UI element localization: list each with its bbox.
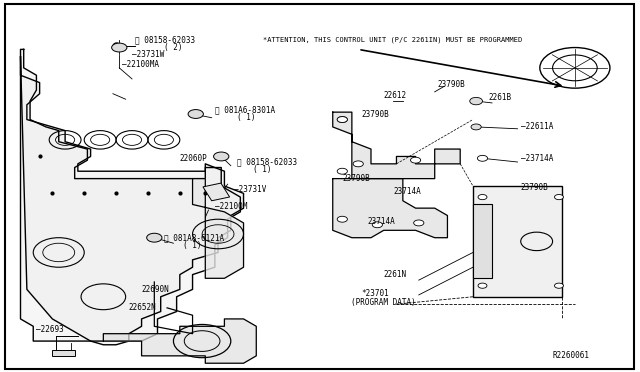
Circle shape: [337, 168, 348, 174]
Circle shape: [410, 157, 420, 163]
Text: Ⓑ 08158-62033: Ⓑ 08158-62033: [135, 36, 195, 45]
Circle shape: [214, 152, 229, 161]
Text: —23714A: —23714A: [521, 154, 553, 163]
Text: —22611A: —22611A: [521, 122, 553, 131]
Text: 2261B: 2261B: [489, 93, 512, 102]
Circle shape: [554, 195, 563, 200]
Circle shape: [188, 110, 204, 118]
Bar: [203, 183, 230, 201]
Text: Ⓑ 08158-62033: Ⓑ 08158-62033: [237, 157, 298, 167]
Text: —22100M: —22100M: [215, 202, 247, 211]
Circle shape: [111, 43, 127, 52]
Text: 23790B: 23790B: [521, 183, 548, 192]
Circle shape: [471, 124, 481, 130]
Text: *23701: *23701: [362, 289, 389, 298]
Text: 2261N: 2261N: [384, 270, 407, 279]
Circle shape: [337, 116, 348, 122]
Text: (PROGRAM DATA): (PROGRAM DATA): [351, 298, 415, 307]
Circle shape: [353, 161, 364, 167]
Text: 23714A: 23714A: [368, 217, 396, 225]
Bar: [473, 205, 492, 278]
Text: ( 1): ( 1): [237, 113, 255, 122]
Circle shape: [337, 116, 348, 122]
Text: —22693: —22693: [36, 326, 64, 334]
Text: 23790B: 23790B: [342, 174, 370, 183]
Text: *ATTENTION, THIS CONTROL UNIT (P/C 2261IN) MUST BE PROGRAMMED: *ATTENTION, THIS CONTROL UNIT (P/C 2261I…: [262, 37, 522, 44]
Text: Ⓑ 081A8-6121A: Ⓑ 081A8-6121A: [164, 233, 224, 242]
Text: ( 2): ( 2): [164, 43, 182, 52]
Polygon shape: [20, 57, 244, 345]
Polygon shape: [193, 179, 244, 278]
Circle shape: [470, 97, 483, 105]
Text: 23790B: 23790B: [362, 109, 389, 119]
Polygon shape: [103, 319, 256, 363]
Text: —23731V: —23731V: [234, 185, 266, 194]
Circle shape: [337, 216, 348, 222]
Text: 23790B: 23790B: [438, 80, 466, 89]
Text: 22612: 22612: [384, 91, 407, 100]
Circle shape: [147, 233, 162, 242]
Polygon shape: [333, 112, 460, 179]
Text: —23731W: —23731W: [132, 51, 164, 60]
Text: 22652N: 22652N: [129, 303, 157, 312]
Text: 22690N: 22690N: [141, 285, 170, 294]
Text: —22100MA: —22100MA: [122, 60, 159, 69]
Circle shape: [372, 222, 383, 228]
Text: ( 1): ( 1): [183, 241, 202, 250]
Text: 22060P: 22060P: [180, 154, 207, 163]
Circle shape: [478, 195, 487, 200]
Circle shape: [477, 155, 488, 161]
Circle shape: [554, 283, 563, 288]
Polygon shape: [333, 179, 447, 238]
Text: R2260061: R2260061: [552, 351, 589, 360]
Circle shape: [413, 220, 424, 226]
Bar: [52, 350, 75, 356]
Circle shape: [478, 283, 487, 288]
Text: ( 1): ( 1): [253, 165, 271, 174]
Text: Ⓑ 081A6-8301A: Ⓑ 081A6-8301A: [215, 106, 275, 115]
Polygon shape: [20, 49, 241, 341]
Text: 23714A: 23714A: [394, 187, 421, 196]
Bar: [473, 186, 562, 297]
